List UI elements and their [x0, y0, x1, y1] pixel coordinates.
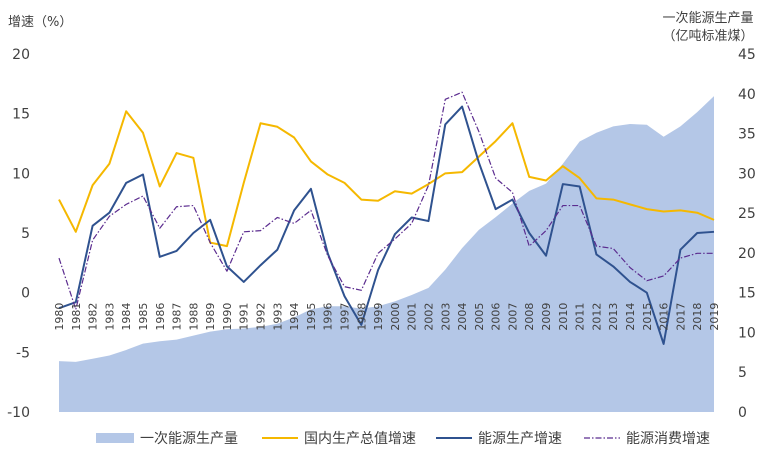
area-series-0 — [59, 96, 714, 412]
right-tick-label: 0 — [738, 405, 747, 421]
x-tick-label: 2019 — [708, 303, 721, 331]
left-tick-label: 5 — [21, 226, 30, 242]
right-tick-label: 15 — [738, 286, 756, 302]
x-tick-label: 1989 — [204, 303, 217, 331]
x-tick-label: 2013 — [607, 303, 620, 331]
x-tick-label: 1993 — [271, 303, 284, 331]
line-series-1 — [58, 110, 715, 248]
area-layer — [59, 96, 714, 412]
left-tick-label: 0 — [21, 286, 30, 302]
x-tick-label: 1980 — [53, 303, 66, 331]
left-tick-label: -5 — [16, 345, 30, 361]
x-tick-label: 2001 — [406, 303, 419, 331]
x-tick-label: 2004 — [456, 303, 469, 331]
legend-label: 一次能源生产量 — [140, 431, 238, 447]
right-tick-label: 45 — [738, 47, 756, 63]
x-tick-label: 1991 — [238, 303, 251, 331]
x-tick-label: 2015 — [641, 303, 654, 331]
x-tick-label: 2011 — [574, 303, 587, 331]
left-tick-label: 15 — [12, 107, 30, 123]
x-tick-label: 2009 — [540, 303, 553, 331]
x-tick-label: 2017 — [674, 303, 687, 331]
x-tick-label: 1996 — [322, 303, 335, 331]
x-tick-label: 1995 — [305, 303, 318, 331]
left-tick-label: -10 — [7, 405, 30, 421]
x-tick-label: 1992 — [255, 303, 268, 331]
line-layer — [58, 91, 715, 345]
x-tick-label: 2000 — [389, 303, 402, 331]
x-tick-label: 1998 — [355, 303, 368, 331]
x-tick-label: 2003 — [439, 303, 452, 331]
x-tick-label: 1986 — [154, 303, 167, 331]
left-tick-label: 20 — [12, 47, 30, 63]
right-tick-label: 10 — [738, 325, 756, 341]
line-series-2 — [58, 105, 715, 345]
x-tick-label: 2008 — [523, 303, 536, 331]
x-tick-label: 2005 — [473, 303, 486, 331]
line-series-3 — [58, 91, 714, 310]
x-tick-label: 1984 — [120, 303, 133, 331]
legend-item: 国内生产总值增速 — [262, 431, 416, 447]
x-tick-label: 2012 — [590, 303, 603, 331]
x-tick-label: 2002 — [422, 303, 435, 331]
right-axis-title-line2: （亿吨标准煤） — [662, 29, 753, 44]
legend-label: 能源生产增速 — [478, 431, 562, 447]
x-tick-label: 1983 — [103, 303, 116, 331]
x-tick-label: 1997 — [339, 303, 352, 331]
x-tick-label: 2007 — [506, 303, 519, 331]
right-tick-label: 40 — [738, 87, 756, 103]
legend-label: 国内生产总值增速 — [304, 431, 416, 447]
right-tick-label: 30 — [738, 166, 756, 182]
x-tick-label: 1988 — [187, 303, 200, 331]
x-tick-label: 1994 — [288, 303, 301, 331]
x-tick-label: 1982 — [87, 303, 100, 331]
legend-item: 能源消费增速 — [584, 431, 710, 447]
x-tick-label: 1987 — [171, 303, 184, 331]
x-tick-label: 2006 — [490, 303, 503, 331]
x-tick-label: 1985 — [137, 303, 150, 331]
right-tick-label: 25 — [738, 206, 756, 222]
legend-swatch — [96, 433, 134, 443]
x-tick-label: 2010 — [557, 303, 570, 331]
x-tick-label: 1981 — [70, 303, 83, 331]
legend: 一次能源生产量 国内生产总值增速 能源生产增速 能源消费增速 — [96, 431, 710, 447]
legend-item: 一次能源生产量 — [96, 431, 238, 447]
right-tick-label: 20 — [738, 246, 756, 262]
x-tick-label: 2014 — [624, 303, 637, 331]
x-tick-label: 1999 — [372, 303, 385, 331]
legend-label: 能源消费增速 — [626, 431, 710, 447]
left-tick-label: 10 — [12, 166, 30, 182]
left-axis-title: 增速（%） — [8, 15, 72, 30]
x-tick-label: 2016 — [658, 303, 671, 331]
legend-item: 能源生产增速 — [436, 431, 562, 447]
right-tick-label: 35 — [738, 127, 756, 143]
x-tick-label: 2018 — [691, 303, 704, 331]
right-axis-title-line1: 一次能源生产量 — [662, 10, 753, 26]
right-tick-label: 5 — [738, 365, 747, 381]
x-tick-label: 1990 — [221, 303, 234, 331]
